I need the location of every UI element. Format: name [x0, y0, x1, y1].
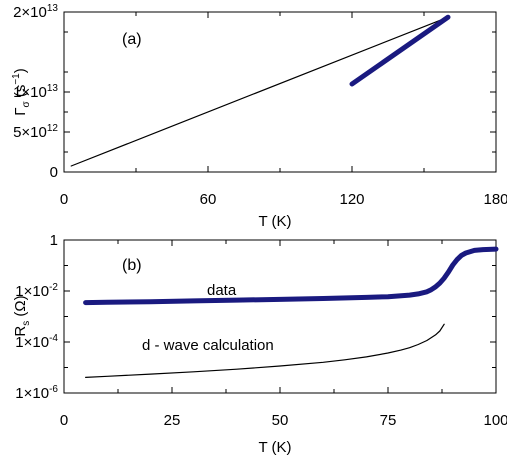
- panel-a-series-thick-line: [349, 14, 451, 87]
- panel-a-x-tick-label: 120: [339, 191, 364, 208]
- panel-b-x-tick-label: 0: [60, 412, 68, 429]
- panel-a-x-ticks: 0 60 120 180: [60, 12, 507, 208]
- panel-a-y-tick-label: 0: [50, 164, 58, 181]
- panel-b-y-tick-label: 1: [50, 232, 58, 249]
- panel-a-y-ticks: 0 5×1012 1×1013 2×1013: [13, 3, 496, 181]
- panel-b-y-ticks: 1×10-6 1×10-4 1×10-2 1: [15, 232, 496, 402]
- panel-b-y-axis-title: Rs (Ω): [12, 295, 32, 336]
- panel-a-x-axis-title: T (K): [258, 213, 291, 230]
- panel-a-label: (a): [122, 31, 142, 48]
- panel-b-y-tick-label: 1×10-6: [15, 384, 58, 402]
- panel-b-y-tick-label: 1×10-4: [15, 333, 58, 351]
- panel-b-series-d-wave-calculation: [84, 323, 445, 378]
- panel-a-y-axis-title: Γσ (s−1): [11, 68, 32, 116]
- panel-b-y-tick-label: 1×10-2: [15, 282, 58, 300]
- panel-b-x-tick-label: 75: [380, 412, 397, 429]
- series-label-d-wave: d - wave calculation: [142, 337, 274, 354]
- panel-b-x-axis-title: T (K): [258, 439, 291, 456]
- panel-b-label: (b): [122, 257, 142, 274]
- panel-a-x-tick-label: 180: [483, 191, 507, 208]
- panel-b: 0 25 50 75 100 1×10-61×10-41×10-21 (b) data …: [12, 232, 507, 456]
- panel-b-x-tick-label: 25: [164, 412, 181, 429]
- panel-a-y-tick-label: 2×1013: [13, 3, 58, 21]
- panel-b-plot-area: [83, 246, 499, 378]
- panel-a-x-tick-label: 0: [60, 191, 68, 208]
- panel-a-plot-area: [70, 14, 451, 167]
- panel-b-x-tick-label: 100: [483, 412, 507, 429]
- panel-a-y-tick-label: 1×1013: [13, 83, 58, 101]
- series-label-data: data: [207, 282, 237, 299]
- panel-a-series-thin-line: [70, 16, 449, 167]
- panel-a-x-tick-label: 60: [200, 191, 217, 208]
- panel-a-y-tick-label: 5×1012: [13, 123, 58, 141]
- panel-b-x-ticks: 0 25 50 75 100: [60, 240, 507, 429]
- panel-b-series-data: [83, 246, 499, 306]
- panel-b-x-tick-label: 50: [272, 412, 289, 429]
